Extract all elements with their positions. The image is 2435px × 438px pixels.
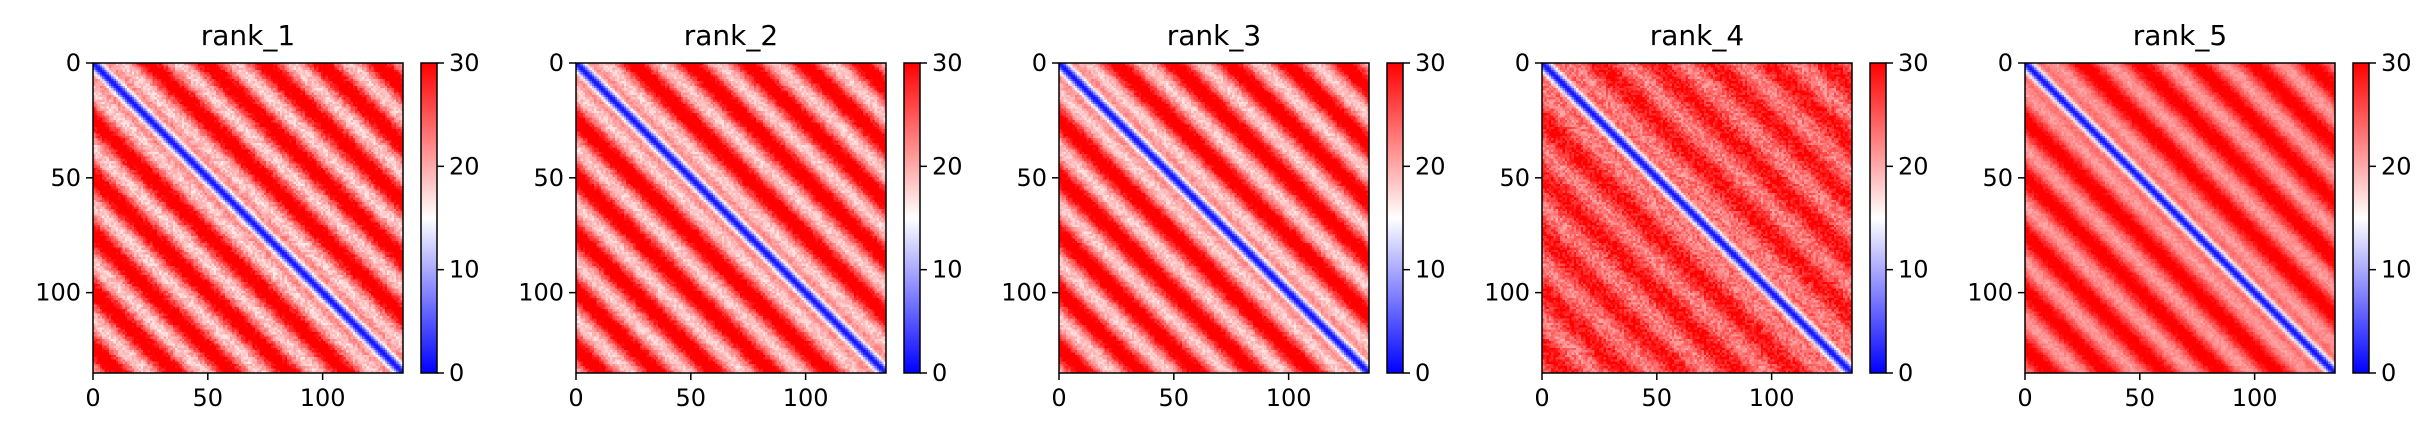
heatmap-frame	[2024, 62, 2336, 374]
colorbar-tick-label: 10	[932, 256, 963, 284]
colorbar-tick-label: 20	[1415, 152, 1446, 180]
y-tick-label: 0	[66, 49, 81, 77]
colorbar-tick-label: 0	[1415, 359, 1430, 387]
colorbar-tick-label: 30	[1415, 49, 1446, 77]
x-tick-label: 0	[1051, 384, 1066, 412]
colorbar-tick-label: 0	[449, 359, 464, 387]
y-tick-label: 0	[1032, 49, 1047, 77]
panel-2: rank_2 0 50 100 0 50 100 0 10 20 30	[518, 19, 962, 412]
y-tick-label: 100	[1484, 279, 1530, 307]
colorbar-tick-label: 10	[1415, 256, 1446, 284]
heatmap-frame	[1058, 62, 1370, 374]
x-tick-label: 50	[676, 384, 707, 412]
heatmap-image	[93, 63, 403, 373]
y-tick-label: 50	[1499, 164, 1530, 192]
x-tick-label: 50	[1159, 384, 1190, 412]
y-tick-label: 100	[35, 279, 81, 307]
panel-3: rank_3 0 50 100 0 50 100 0 10 20 30	[1001, 19, 1445, 412]
x-tick-label: 100	[2232, 384, 2278, 412]
y-tick-label: 0	[1998, 49, 2013, 77]
panel-title: rank_5	[2133, 19, 2227, 52]
y-tick-label: 50	[1016, 164, 1047, 192]
panel-5: rank_5 0 50 100 0 50 100 0 10 20 30	[1967, 19, 2411, 412]
x-tick-label: 0	[1534, 384, 1549, 412]
panel-1: rank_1 0 50 100 0 50 100 0 10 20 30	[35, 19, 479, 412]
colorbar-tick-label: 30	[932, 49, 963, 77]
heatmap-frame	[1541, 62, 1853, 374]
heatmap-image	[576, 63, 886, 373]
colorbar-tick-label: 20	[1898, 152, 1929, 180]
colorbar-frame	[903, 62, 921, 374]
colorbar	[2353, 63, 2369, 373]
colorbar-tick-label: 10	[2381, 256, 2412, 284]
colorbar-tick-label: 20	[2381, 152, 2412, 180]
x-tick-label: 0	[2017, 384, 2032, 412]
colorbar-tick-label: 20	[449, 152, 480, 180]
colorbar-tick-label: 10	[449, 256, 480, 284]
colorbar-frame	[420, 62, 438, 374]
colorbar-tick-label: 30	[449, 49, 480, 77]
panel-title: rank_4	[1650, 19, 1744, 52]
y-tick-label: 0	[549, 49, 564, 77]
x-tick-label: 100	[1749, 384, 1795, 412]
panel-title: rank_1	[201, 19, 295, 52]
x-tick-label: 50	[193, 384, 224, 412]
y-tick-label: 50	[50, 164, 81, 192]
x-tick-label: 0	[568, 384, 583, 412]
colorbar	[904, 63, 920, 373]
x-tick-label: 50	[1642, 384, 1673, 412]
y-tick-label: 100	[1967, 279, 2013, 307]
x-tick-label: 100	[783, 384, 829, 412]
y-tick-label: 50	[533, 164, 564, 192]
x-tick-label: 100	[1266, 384, 1312, 412]
panel-title: rank_3	[1167, 19, 1261, 52]
colorbar-tick-label: 0	[2381, 359, 2396, 387]
heatmap-frame	[575, 62, 887, 374]
x-tick-label: 50	[2125, 384, 2156, 412]
panel-4: rank_4 0 50 100 0 50 100 0 10 20 30	[1484, 19, 1928, 412]
y-tick-label: 50	[1982, 164, 2013, 192]
heatmap-image	[1542, 63, 1852, 373]
x-tick-label: 0	[85, 384, 100, 412]
colorbar-frame	[1386, 62, 1404, 374]
colorbar-tick-label: 10	[1898, 256, 1929, 284]
colorbar	[421, 63, 437, 373]
heatmap-frame	[92, 62, 404, 374]
colorbar-frame	[2352, 62, 2370, 374]
colorbar-tick-label: 20	[932, 152, 963, 180]
heatmap-image	[2025, 63, 2335, 373]
colorbar	[1387, 63, 1403, 373]
colorbar-tick-label: 30	[1898, 49, 1929, 77]
y-tick-label: 0	[1515, 49, 1530, 77]
colorbar-tick-label: 0	[932, 359, 947, 387]
colorbar-tick-label: 0	[1898, 359, 1913, 387]
colorbar-frame	[1869, 62, 1887, 374]
colorbar	[1870, 63, 1886, 373]
y-tick-label: 100	[1001, 279, 1047, 307]
heatmap-image	[1059, 63, 1369, 373]
y-tick-label: 100	[518, 279, 564, 307]
panel-title: rank_2	[684, 19, 778, 52]
x-tick-label: 100	[300, 384, 346, 412]
colorbar-tick-label: 30	[2381, 49, 2412, 77]
